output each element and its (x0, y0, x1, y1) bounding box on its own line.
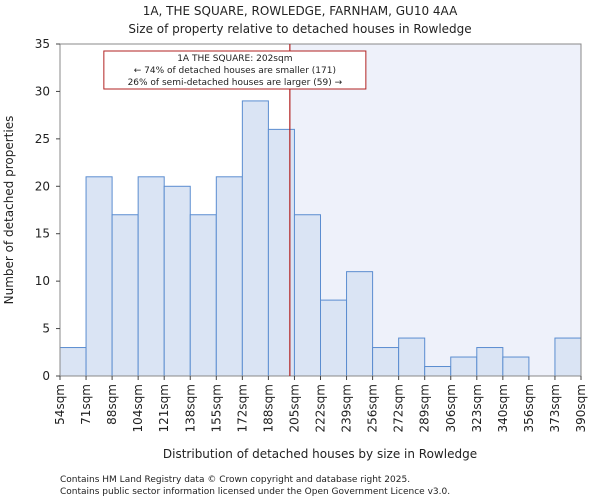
bar (424, 366, 452, 377)
bar (85, 176, 113, 377)
x-tick-label: 323sqm (470, 384, 484, 432)
x-tick-label: 205sqm (287, 384, 301, 432)
x-tick-label: 239sqm (340, 384, 354, 432)
x-tick-label: 71sqm (79, 384, 93, 425)
bar (189, 214, 217, 377)
x-tick-label: 155sqm (209, 384, 223, 432)
y-tick-label: 5 (42, 322, 50, 336)
bar (163, 185, 191, 377)
annotation-line-3: 26% of semi-detached houses are larger (… (128, 78, 343, 88)
y-axis: 0 5 10 15 20 25 30 35 (35, 37, 60, 383)
x-tick-label: 188sqm (261, 384, 275, 432)
x-tick-label: 289sqm (418, 384, 432, 432)
chart-subtitle: Size of property relative to detached ho… (128, 22, 471, 36)
x-tick-label: 256sqm (366, 384, 380, 432)
y-tick-label: 10 (35, 274, 50, 288)
y-axis-label: Number of detached properties (2, 116, 16, 305)
bar (398, 337, 426, 377)
bar (293, 214, 322, 377)
y-tick-label: 15 (35, 227, 50, 241)
x-tick-label: 104sqm (131, 384, 145, 432)
bar (241, 100, 269, 377)
x-axis-label: Distribution of detached houses by size … (163, 447, 477, 461)
y-tick-label: 20 (35, 179, 50, 193)
x-tick-label: 222sqm (314, 384, 328, 432)
bar (372, 347, 400, 377)
x-tick-label: 121sqm (157, 384, 171, 432)
bar (554, 337, 582, 377)
bar (320, 299, 348, 377)
x-tick-label: 356sqm (522, 384, 536, 432)
y-tick-label: 25 (35, 132, 50, 146)
bar (59, 347, 87, 377)
x-tick-label: 172sqm (235, 384, 249, 432)
x-tick-label: 272sqm (392, 384, 406, 432)
x-tick-label: 54sqm (53, 384, 67, 425)
bar (346, 271, 374, 377)
chart-title: 1A, THE SQUARE, ROWLEDGE, FARNHAM, GU10 … (143, 4, 458, 18)
bar (450, 356, 478, 377)
x-tick-label: 88sqm (105, 384, 119, 425)
annotation-line-2: ← 74% of detached houses are smaller (17… (134, 66, 336, 76)
annotation-box (103, 50, 367, 90)
y-tick-label: 35 (35, 37, 50, 51)
x-tick-label: 138sqm (183, 384, 197, 432)
bar (111, 214, 139, 377)
x-tick-label: 373sqm (548, 384, 562, 432)
bar (502, 356, 530, 377)
y-tick-label: 0 (42, 369, 50, 383)
bar (137, 176, 165, 377)
x-tick-label: 306sqm (444, 384, 458, 432)
x-tick-label: 390sqm (574, 384, 588, 432)
footer-line-2: Contains public sector information licen… (60, 487, 450, 497)
bars (59, 100, 582, 377)
x-tick-label: 340sqm (496, 384, 510, 432)
y-tick-label: 30 (35, 84, 50, 98)
bar (215, 176, 243, 377)
bar (267, 128, 295, 377)
x-axis: 54sqm 71sqm 88sqm 104sqm 121sqm 138sqm 155sqm 1… (53, 376, 588, 432)
footer-line-1: Contains HM Land Registry data © Crown c… (60, 475, 410, 485)
bar (476, 347, 504, 377)
annotation-line-1: 1A THE SQUARE: 202sqm (177, 54, 292, 64)
